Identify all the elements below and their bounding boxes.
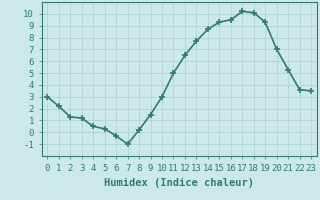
X-axis label: Humidex (Indice chaleur): Humidex (Indice chaleur) xyxy=(104,178,254,188)
